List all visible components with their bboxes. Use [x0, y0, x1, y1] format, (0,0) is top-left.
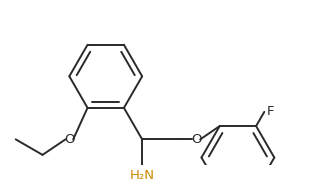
Text: H₂N: H₂N — [129, 170, 155, 180]
Text: O: O — [191, 133, 201, 146]
Text: O: O — [64, 133, 75, 146]
Text: F: F — [267, 105, 275, 118]
